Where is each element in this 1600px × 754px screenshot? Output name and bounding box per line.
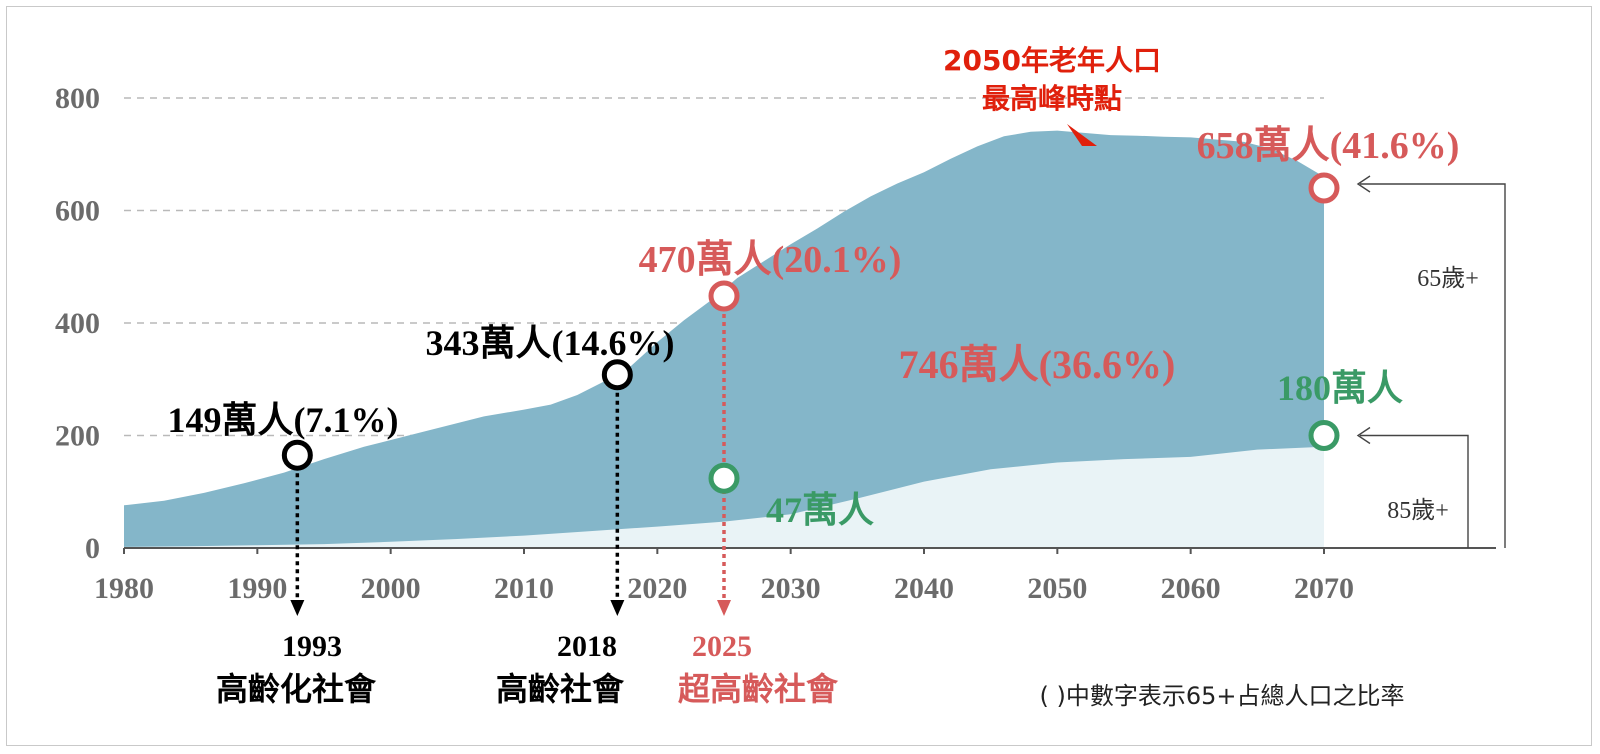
- y-tick-400: 400: [55, 307, 100, 340]
- brackets: [1356, 175, 1506, 548]
- x-tick-2040: 2040: [894, 572, 954, 605]
- marker-label-2070-total: 658萬人(41.6%): [1197, 125, 1460, 167]
- x-tick-2050: 2050: [1027, 572, 1087, 605]
- bracket-65-arrowhead-icon: [1356, 175, 1371, 193]
- marker-label-2070-85: 180萬人: [1277, 368, 1403, 408]
- marker-circle-icon: [1308, 420, 1340, 451]
- marker-label-2025-85: 47萬人: [766, 490, 874, 530]
- milestone-text-1993: 高齡化社會: [216, 670, 377, 708]
- axis-ticks: 0 200 400 600 800 1980 1990 2000 2010 2020 2030 204…: [55, 82, 1354, 605]
- area-85-plus: [124, 446, 1324, 548]
- marker-circle-icon: [708, 462, 740, 494]
- x-tick-2020: 2020: [627, 572, 687, 605]
- bracket-85-arrowhead-icon: [1356, 426, 1371, 445]
- milestone-year-2018: 2018: [557, 630, 617, 663]
- marker-label-1993: 149萬人(7.1%): [168, 400, 399, 440]
- marker-label-2018: 343萬人(14.6%): [426, 323, 675, 363]
- center-label-746: 746萬人(36.6%): [899, 342, 1176, 387]
- peak-label-line1: 2050年老年人口: [943, 44, 1161, 77]
- arrow-down-icon: [717, 600, 731, 616]
- footnote: ( )中數字表示65+占總人口之比率: [1039, 682, 1404, 710]
- marker-circle-icon: [708, 280, 740, 312]
- marker-circle-icon: [1308, 172, 1340, 204]
- bracket-label-65: 65歲+: [1417, 265, 1479, 292]
- markers: [281, 172, 1340, 494]
- x-tick-2000: 2000: [361, 572, 421, 605]
- bracket-85-line: [1360, 434, 1469, 548]
- peak-label-line2: 最高峰時點: [982, 82, 1122, 115]
- y-tick-200: 200: [55, 420, 100, 453]
- marker-label-2025-total: 470萬人(20.1%): [639, 239, 902, 281]
- bracket-65-line: [1360, 183, 1506, 548]
- peak-triangle-icon: [1067, 124, 1097, 146]
- arrow-down-icon: [290, 600, 305, 616]
- milestone-arrows: [290, 314, 731, 616]
- marker-circle-icon: [601, 359, 633, 391]
- y-tick-800: 800: [55, 82, 100, 115]
- x-tick-2030: 2030: [761, 572, 821, 605]
- milestone-text-2025: 超高齡社會: [678, 670, 839, 708]
- arrow-down-icon: [610, 600, 625, 616]
- x-tick-2010: 2010: [494, 572, 554, 605]
- milestone-year-1993: 1993: [282, 630, 342, 663]
- bracket-label-85: 85歲+: [1387, 497, 1449, 524]
- x-tick-2060: 2060: [1161, 572, 1221, 605]
- x-tick-2070: 2070: [1294, 572, 1354, 605]
- y-tick-600: 600: [55, 195, 100, 228]
- x-tick-1990: 1990: [227, 572, 287, 605]
- y-tick-0: 0: [85, 532, 100, 565]
- marker-circle-icon: [281, 439, 313, 471]
- milestone-text-2018: 高齡社會: [496, 670, 625, 708]
- x-tick-1980: 1980: [94, 572, 154, 605]
- milestone-year-2025: 2025: [692, 630, 752, 663]
